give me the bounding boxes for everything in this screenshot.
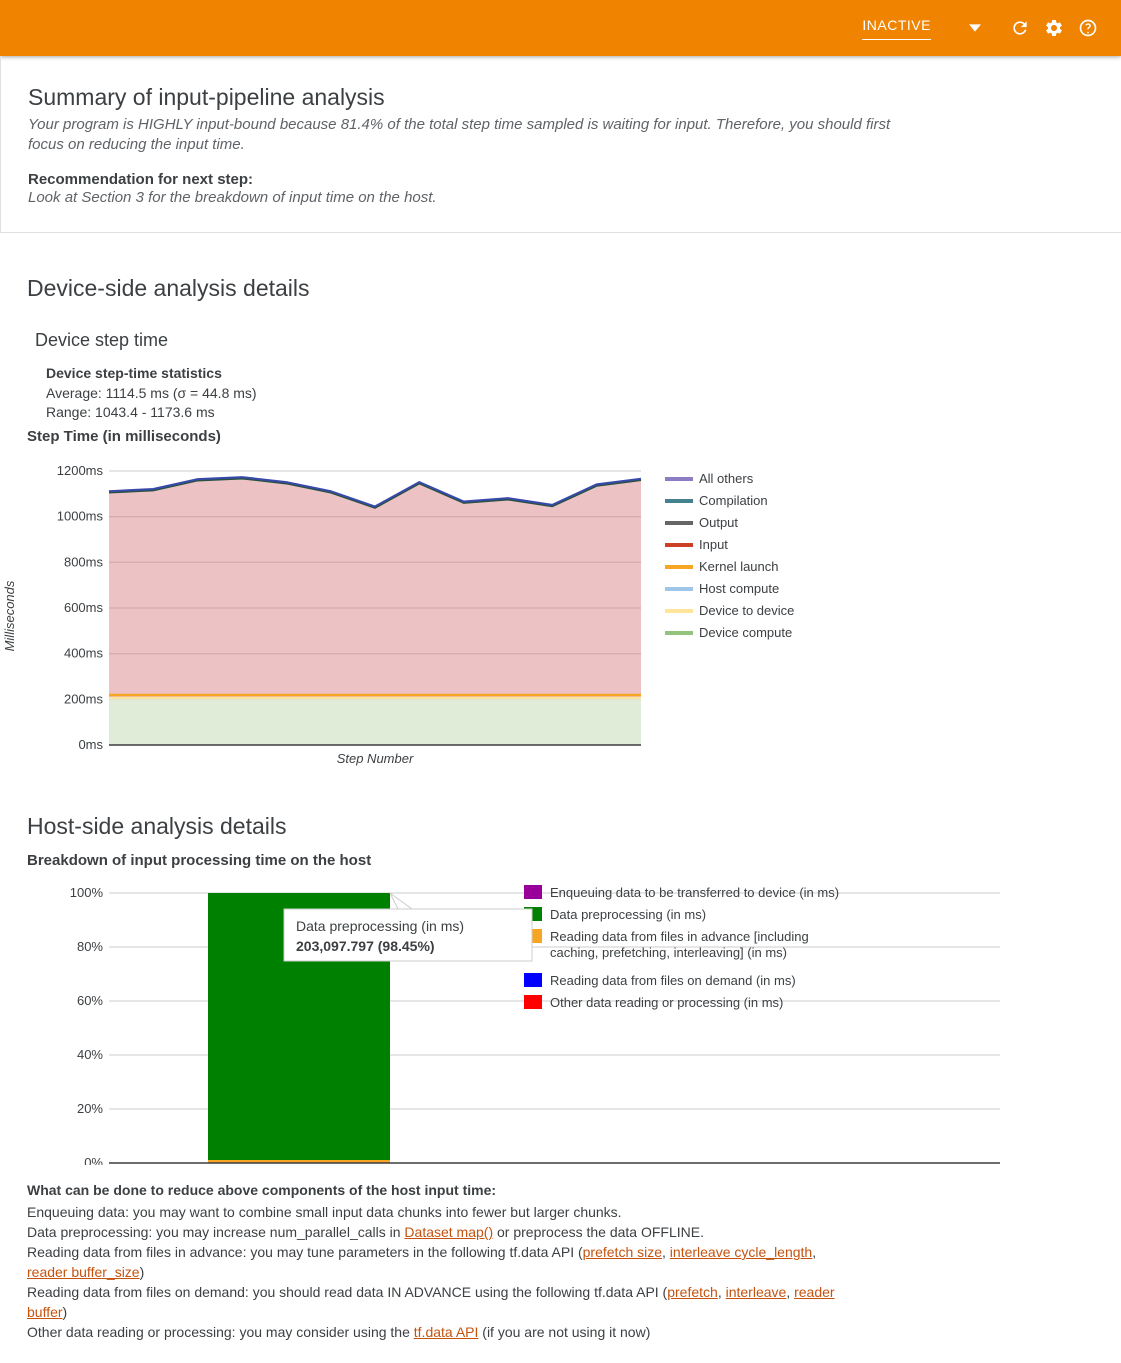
svg-text:Host compute: Host compute	[699, 581, 779, 596]
svg-text:40%: 40%	[77, 1047, 103, 1062]
svg-text:Device to device: Device to device	[699, 603, 794, 618]
svg-text:Step Number: Step Number	[337, 751, 414, 766]
svg-text:600ms: 600ms	[64, 600, 104, 615]
svg-text:800ms: 800ms	[64, 554, 104, 569]
svg-text:caching, prefetching, interlea: caching, prefetching, interleaving] (in …	[550, 945, 787, 960]
svg-text:0%: 0%	[84, 1155, 103, 1165]
svg-text:Output: Output	[699, 515, 738, 530]
svg-text:Input: Input	[699, 537, 728, 552]
svg-text:All others: All others	[699, 471, 754, 486]
svg-text:0ms: 0ms	[78, 737, 103, 752]
svg-text:20%: 20%	[77, 1101, 103, 1116]
svg-text:Compilation: Compilation	[699, 493, 768, 508]
svg-text:Other data reading or processi: Other data reading or processing (in ms)	[550, 995, 783, 1010]
svg-text:Enqueuing data to be transferr: Enqueuing data to be transferred to devi…	[550, 885, 839, 900]
svg-text:Reading data from files in adv: Reading data from files in advance [incl…	[550, 929, 809, 944]
svg-text:Reading data from files on dem: Reading data from files on demand (in ms…	[550, 973, 796, 988]
svg-text:400ms: 400ms	[64, 646, 104, 661]
svg-text:Data preprocessing (in ms): Data preprocessing (in ms)	[550, 907, 706, 922]
svg-text:Data preprocessing (in ms): Data preprocessing (in ms)	[296, 918, 464, 934]
svg-text:80%: 80%	[77, 939, 103, 954]
svg-text:Device compute: Device compute	[699, 625, 792, 640]
svg-text:1200ms: 1200ms	[57, 463, 104, 478]
svg-text:100%: 100%	[70, 885, 104, 900]
svg-text:200ms: 200ms	[64, 691, 104, 706]
svg-text:203,097.797 (98.45%): 203,097.797 (98.45%)	[296, 938, 435, 954]
svg-text:1000ms: 1000ms	[57, 509, 104, 524]
svg-text:60%: 60%	[77, 993, 103, 1008]
svg-text:Kernel launch: Kernel launch	[699, 559, 779, 574]
svg-text:Milliseconds: Milliseconds	[2, 580, 17, 651]
